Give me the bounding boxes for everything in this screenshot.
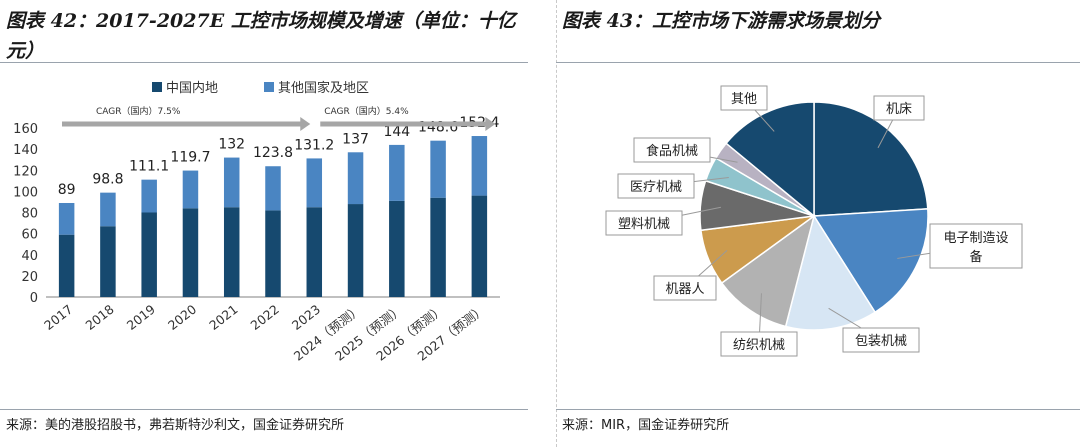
pie-label: 包装机械 (855, 334, 907, 349)
right-chart-title: 图表 43：工控市场下游需求场景划分 (562, 10, 881, 32)
pie-label: 塑料机械 (618, 217, 670, 232)
right-panel: 图表 43：工控市场下游需求场景划分 机床电子制造设备包装机械 纺织机械 机器人 塑料… (556, 0, 1080, 447)
legend-swatch (264, 82, 274, 92)
left-source: 来源：美的港股招股书，弗若斯特沙利文，国金证券研究所 (6, 418, 345, 433)
pie-label-box (653, 275, 717, 301)
left-title-rule (0, 62, 528, 63)
pie-label-box (873, 95, 925, 121)
pie-label-box (929, 223, 1023, 269)
legend-swatch (152, 82, 162, 92)
cagr-arrow-shaft (320, 121, 488, 127)
pie-label: 机床 (886, 102, 912, 117)
bar-segment-domestic (182, 208, 199, 297)
bar-segment-domestic (265, 210, 281, 297)
x-tick-label: 2017 (41, 302, 75, 333)
cagr-label: CAGR（国内）7.5% (96, 105, 181, 117)
x-tick-label: 2020 (165, 302, 199, 333)
x-tick-label: 2018 (82, 302, 116, 333)
bar-segment-overseas (430, 140, 446, 198)
cagr-arrow-head (300, 117, 311, 131)
pie-label-box (633, 137, 711, 163)
pie-label: 纺织机械 (733, 338, 785, 353)
left-panel: 图表 42：2017-2027E 工控市场规模及增速（单位：十亿元） 0 20 40… (0, 0, 530, 447)
pie-slice (725, 101, 815, 218)
bar-segment-overseas (347, 152, 364, 205)
bar-segment-domestic (100, 226, 116, 297)
pie-label: 食品机械 (646, 143, 698, 159)
pie-slice (813, 101, 929, 217)
x-tick-label: 2022 (248, 302, 282, 333)
y-tick-label: 0 (30, 291, 38, 306)
pie-label-box (605, 210, 683, 236)
cagr-arrow-head (485, 117, 496, 131)
pie-label: 医疗机械 (630, 180, 682, 195)
y-tick-label: 140 (13, 143, 38, 158)
y-tick-label: 80 (21, 207, 38, 222)
y-tick-label: 120 (13, 164, 38, 179)
bar-total-label: 89 (58, 182, 76, 198)
pie-slice (720, 214, 816, 328)
right-source-rule (556, 409, 1080, 410)
bar-total-label: 131.2 (294, 137, 334, 153)
right-source: 来源：MIR，国金证券研究所 (562, 418, 730, 433)
y-tick-label: 160 (13, 122, 38, 137)
left-chart-title: 图表 42：2017-2027E 工控市场规模及增速（单位：十亿元） (6, 10, 516, 62)
bar-total-label: 137 (342, 131, 369, 147)
bar-total-label: 132 (218, 137, 245, 153)
bar-total-label: 144 (383, 124, 410, 140)
y-tick-label: 60 (21, 228, 38, 243)
pie-label-box (842, 327, 920, 353)
bar-segment-overseas (182, 170, 199, 209)
legend-label: 其他国家及地区 (278, 80, 369, 96)
cagr-arrow-shaft (62, 121, 303, 127)
bar-segment-domestic (223, 207, 240, 297)
pie-label-box (720, 85, 768, 111)
left-source-rule (0, 409, 528, 410)
pie-label: 机器人 (665, 282, 704, 297)
bar-segment-domestic (58, 234, 75, 297)
cagr-label: CAGR（国内）5.4% (324, 105, 409, 117)
bar-segment-domestic (306, 207, 323, 297)
bar-segment-overseas (306, 158, 323, 208)
bar-segment-overseas (471, 136, 488, 196)
bar-segment-domestic (430, 197, 446, 297)
y-tick-label: 40 (21, 249, 38, 264)
bar-total-label: 119.7 (170, 150, 210, 166)
bar-segment-domestic (471, 195, 488, 297)
bar-segment-overseas (58, 202, 75, 235)
bar-total-label: 123.8 (253, 145, 293, 161)
pie-slice (784, 214, 877, 331)
x-tick-label: 2021 (206, 302, 240, 333)
y-tick-label: 20 (21, 270, 38, 285)
bar-chart: 0 20 40 60 80 100 120 140 160 中国内地 其他国家及地区 89 2017 98… (13, 80, 500, 364)
bar-total-label: 98.8 (92, 172, 123, 188)
panel-divider (556, 0, 557, 447)
pie-label-box (617, 173, 695, 199)
y-tick-label: 100 (13, 185, 38, 200)
legend-label: 中国内地 (166, 80, 218, 96)
bar-segment-domestic (141, 212, 157, 297)
bar-segment-overseas (141, 179, 157, 213)
pie-slice (812, 208, 929, 314)
bar-segment-overseas (223, 157, 240, 208)
bar-segment-overseas (100, 192, 116, 227)
x-tick-label: 2019 (124, 302, 158, 333)
bar-segment-domestic (389, 200, 405, 297)
pie-label: 其他 (731, 92, 757, 107)
bar-segment-overseas (389, 144, 405, 201)
pie-label: 备 (969, 249, 982, 265)
right-title-rule (556, 62, 1080, 63)
pie-label-box (720, 331, 798, 357)
x-tick-label: 2023 (289, 302, 323, 333)
bar-segment-overseas (265, 166, 281, 211)
bar-total-label: 111.1 (129, 159, 169, 175)
pie-label: 电子制造设 (943, 231, 1008, 246)
bar-segment-domestic (347, 204, 364, 297)
